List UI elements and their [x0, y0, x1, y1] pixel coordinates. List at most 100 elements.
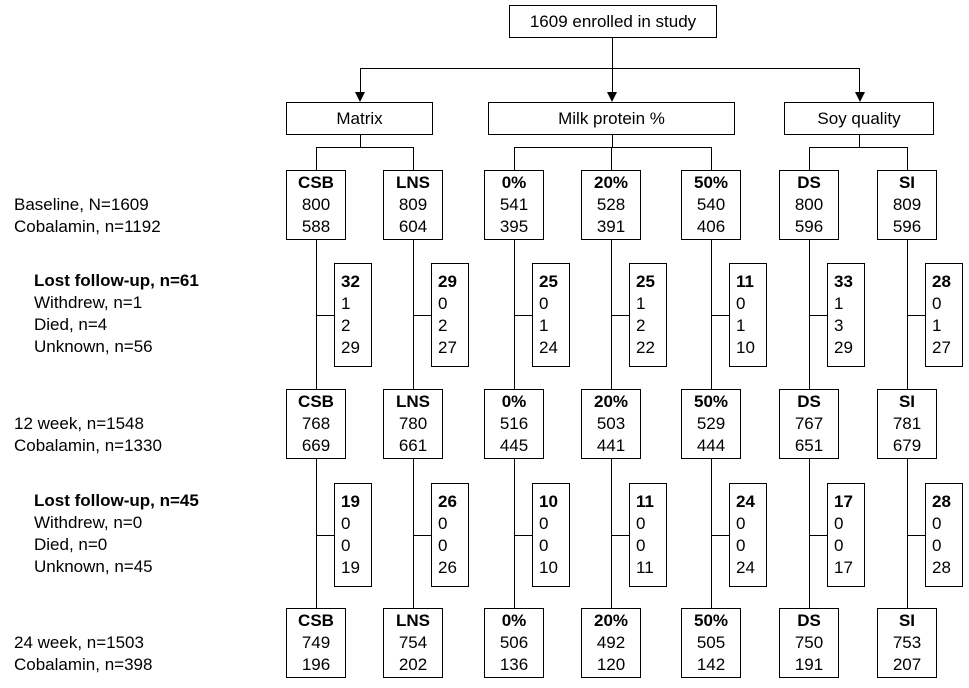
arm-cobalamin-value: 120	[596, 655, 626, 674]
loss-died: Died, n=0	[34, 535, 108, 554]
withdrew-value: 0	[438, 294, 448, 313]
loss-box: 26 0 0 26	[431, 483, 469, 587]
arm-n-value: 800	[794, 195, 824, 214]
arm-stage-box: 0% 516 445	[484, 389, 544, 459]
arm-label: LNS	[396, 173, 430, 192]
connector-line	[413, 147, 414, 170]
loss-box: 29 0 2 27	[431, 263, 469, 367]
withdrew-value: 1	[636, 294, 646, 313]
arm-label: LNS	[396, 392, 430, 411]
unknown-value: 29	[834, 338, 853, 357]
died-value: 0	[636, 536, 646, 555]
loss-box: 11 0 0 11	[629, 483, 667, 587]
withdrew-value: 0	[932, 294, 942, 313]
loss-total-value: 19	[341, 492, 360, 511]
withdrew-value: 0	[341, 514, 351, 533]
connector-line	[359, 68, 361, 92]
loss-total-value: 25	[636, 272, 655, 291]
unknown-value: 29	[341, 338, 360, 357]
loss-total-value: 17	[834, 492, 853, 511]
died-value: 0	[341, 536, 351, 555]
arm-n-value: 505	[696, 633, 726, 652]
withdrew-value: 0	[539, 514, 549, 533]
arm-stage-box: CSB 768 669	[286, 389, 346, 459]
unknown-value: 27	[932, 338, 951, 357]
unknown-value: 19	[341, 558, 360, 577]
arm-label: 50%	[693, 392, 729, 411]
arm-n-value: 529	[696, 414, 726, 433]
loss-total-value: 26	[438, 492, 457, 511]
arm-label: CSB	[298, 611, 334, 630]
connector-line	[711, 240, 712, 389]
connector-line	[611, 135, 613, 147]
connector-line	[413, 535, 431, 536]
arrow-head	[355, 92, 365, 102]
loss-box: 28 0 0 28	[925, 483, 963, 587]
arm-cobalamin-value: 651	[794, 436, 824, 455]
connector-line	[711, 459, 712, 608]
loss-total-value: 28	[932, 272, 951, 291]
arm-n-value: 780	[398, 414, 428, 433]
arm-stage-box: 20% 492 120	[581, 608, 641, 678]
arm-n-value: 503	[596, 414, 626, 433]
arm-stage-box: SI 809 596	[877, 170, 937, 240]
died-value: 3	[834, 316, 844, 335]
arm-label: DS	[797, 392, 821, 411]
died-value: 1	[736, 316, 746, 335]
connector-line	[316, 147, 317, 170]
died-value: 0	[539, 536, 549, 555]
connector-line	[514, 240, 515, 389]
arm-n-value: 506	[499, 633, 529, 652]
connector-line	[809, 147, 908, 148]
loss-label: Lost follow-up, n=45 Withdrew, n=0 Died, n…	[34, 490, 199, 578]
connector-line	[316, 535, 334, 536]
arm-label: DS	[797, 173, 821, 192]
died-value: 0	[932, 536, 942, 555]
arm-cobalamin-value: 661	[398, 436, 428, 455]
arm-n-value: 809	[892, 195, 922, 214]
arm-cobalamin-value: 596	[892, 217, 922, 236]
arrow-head	[854, 92, 865, 102]
arm-n-value: 800	[301, 195, 331, 214]
row-label: 12 week, n=1548 Cobalamin, n=1330	[14, 413, 162, 457]
loss-box: 32 1 2 29	[334, 263, 372, 367]
arm-n-value: 540	[696, 195, 726, 214]
connector-line	[413, 459, 414, 608]
connector-line	[316, 147, 414, 148]
loss-total-value: 24	[736, 492, 755, 511]
row-cobalamin: Cobalamin, n=398	[14, 655, 153, 674]
arm-stage-box: LNS 780 661	[383, 389, 443, 459]
connector-line	[359, 135, 361, 147]
loss-withdrew: Withdrew, n=1	[34, 293, 143, 312]
arm-cobalamin-value: 202	[398, 655, 428, 674]
arm-label: 0%	[501, 173, 527, 192]
arm-stage-box: DS 767 651	[779, 389, 839, 459]
unknown-value: 24	[736, 558, 755, 577]
connector-line	[514, 315, 532, 316]
arm-cobalamin-value: 142	[696, 655, 726, 674]
withdrew-value: 0	[736, 294, 746, 313]
connector-line	[809, 535, 827, 536]
arm-cobalamin-value: 191	[794, 655, 824, 674]
connector-line	[611, 240, 612, 389]
loss-box: 24 0 0 24	[729, 483, 767, 587]
loss-withdrew: Withdrew, n=0	[34, 513, 143, 532]
arm-n-value: 753	[892, 633, 922, 652]
loss-box: 25 1 2 22	[629, 263, 667, 367]
arm-stage-box: 20% 503 441	[581, 389, 641, 459]
arm-cobalamin-value: 669	[301, 436, 331, 455]
enrollment-label: 1609 enrolled in study	[529, 11, 697, 31]
arm-stage-box: CSB 749 196	[286, 608, 346, 678]
connector-line	[413, 240, 414, 389]
connector-line	[316, 240, 317, 389]
arm-stage-box: SI 781 679	[877, 389, 937, 459]
arm-label: CSB	[298, 173, 334, 192]
arm-cobalamin-value: 406	[696, 217, 726, 236]
arm-stage-box: 0% 541 395	[484, 170, 544, 240]
arm-cobalamin-value: 395	[499, 217, 529, 236]
died-value: 1	[932, 316, 942, 335]
arm-label: LNS	[396, 611, 430, 630]
arm-n-value: 492	[596, 633, 626, 652]
arm-cobalamin-value: 604	[398, 217, 428, 236]
died-value: 0	[438, 536, 448, 555]
